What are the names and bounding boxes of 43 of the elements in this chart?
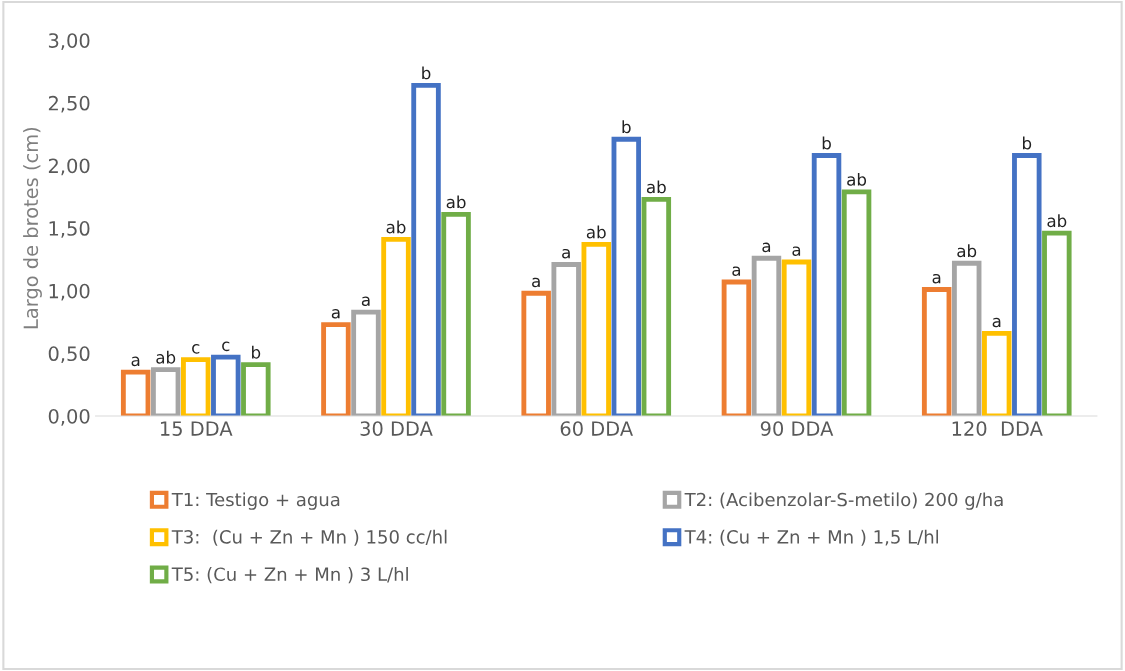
text: ab	[957, 244, 977, 258]
legend-label: T2: (Acibenzolar-S-metilo) 200 g/ha	[684, 492, 1003, 510]
text: ab	[847, 172, 867, 186]
text: b	[622, 120, 631, 134]
text: a	[792, 246, 801, 256]
text: a	[932, 273, 941, 284]
legend-label: T3: (Cu + Zn + Mn ) 150 cc/hl	[171, 529, 447, 546]
text: a	[532, 277, 540, 288]
text: ab	[586, 225, 606, 239]
text: a	[992, 317, 1001, 328]
text: b	[422, 66, 431, 80]
x-tick-label: 30 DDA	[360, 421, 433, 436]
y-tick-label: 1,50	[49, 221, 90, 238]
text: b	[822, 136, 831, 150]
text: c	[192, 344, 200, 354]
y-tick-label: 3,00	[48, 33, 90, 50]
x-tick-label: 120 DDA	[952, 421, 1043, 436]
y-axis-title: Largo de brotes (cm)	[23, 127, 42, 329]
legend-label: T1: Testigo + agua	[171, 492, 340, 510]
y-tick-label: 0,00	[48, 408, 90, 426]
x-tick-label: 90 DDA	[760, 421, 834, 436]
text: b	[1023, 136, 1032, 150]
y-tick-label: 1,00	[49, 283, 90, 301]
legend-label: T5: (Cu + Zn + Mn ) 3 L/hl	[171, 567, 408, 584]
text: a	[331, 309, 340, 319]
text: a	[131, 356, 140, 367]
y-tick-label: 2,50	[48, 95, 90, 113]
text: c	[222, 341, 230, 352]
text: a	[762, 242, 771, 253]
text: a	[732, 266, 741, 276]
x-tick-label: 15 DDA	[160, 421, 233, 436]
y-tick-label: 2,00	[48, 158, 90, 176]
text: ab	[646, 180, 666, 194]
text: ab	[1047, 214, 1067, 228]
text: a	[562, 248, 570, 259]
text: ab	[386, 220, 406, 234]
text: b	[252, 345, 261, 359]
text: ab	[156, 350, 176, 364]
x-tick-label: 60 DDA	[560, 421, 633, 436]
y-tick-label: 0,50	[48, 346, 90, 364]
legend-label: T4: (Cu + Zn + Mn ) 1,5 L/hl	[684, 529, 939, 546]
text: ab	[446, 195, 466, 209]
text: a	[361, 296, 370, 307]
